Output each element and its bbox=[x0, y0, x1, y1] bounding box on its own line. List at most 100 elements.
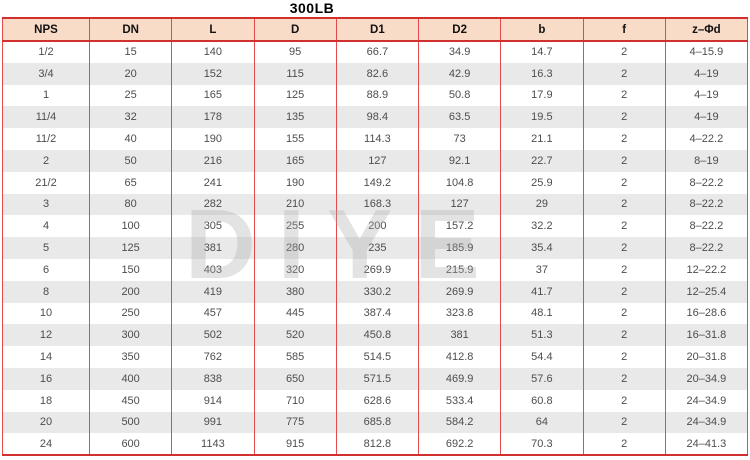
table-cell: 10 bbox=[2, 302, 90, 325]
table-cell: 127 bbox=[335, 149, 420, 172]
table-cell: 54.4 bbox=[500, 346, 584, 368]
column-header-b: b bbox=[500, 17, 584, 42]
table-cell: 178 bbox=[171, 106, 255, 129]
table-cell: 692.2 bbox=[417, 433, 502, 457]
table-cell: 2 bbox=[582, 302, 666, 325]
table-row: 4 100 305 255 200 157.2 32.2 2 8–22.2 bbox=[2, 215, 749, 238]
table-cell: 2 bbox=[582, 433, 666, 457]
table-cell: 21.1 bbox=[500, 128, 584, 150]
table-cell: 190 bbox=[253, 171, 337, 194]
column-header-zfd: z–Φd bbox=[664, 17, 749, 42]
table-cell: 51.3 bbox=[500, 324, 584, 347]
table-cell: 20 bbox=[88, 62, 173, 85]
table-cell: 628.6 bbox=[335, 389, 420, 412]
table-row: 11/4 32 178 135 98.4 63.5 19.5 2 4–19 bbox=[2, 106, 749, 129]
table-cell: 32 bbox=[88, 106, 173, 129]
table-cell: 241 bbox=[171, 171, 255, 194]
table-cell: 3/4 bbox=[2, 62, 90, 85]
table-cell: 1/2 bbox=[2, 41, 90, 63]
table-cell: 57.6 bbox=[500, 367, 584, 390]
table-cell: 584.2 bbox=[417, 411, 502, 434]
table-cell: 165 bbox=[253, 149, 337, 172]
table-cell: 1143 bbox=[171, 433, 255, 457]
table-cell: 200 bbox=[335, 215, 420, 238]
table-cell: 185.9 bbox=[417, 237, 502, 259]
table-cell: 2 bbox=[582, 128, 666, 150]
table-cell: 82.6 bbox=[335, 62, 420, 85]
table-cell: 412.8 bbox=[417, 346, 502, 368]
table-cell: 235 bbox=[335, 237, 420, 259]
table-cell: 104.8 bbox=[417, 171, 502, 194]
table-cell: 11/4 bbox=[2, 106, 90, 129]
table-cell: 17.9 bbox=[500, 84, 584, 107]
table-cell: 2 bbox=[582, 41, 666, 63]
table-cell: 210 bbox=[253, 193, 337, 216]
table-cell: 710 bbox=[253, 389, 337, 412]
table-cell: 469.9 bbox=[417, 367, 502, 390]
table-cell: 37 bbox=[500, 258, 584, 281]
table-cell: 838 bbox=[171, 367, 255, 390]
table-cell: 330.2 bbox=[335, 280, 420, 303]
table-row: 21/2 65 241 190 149.2 104.8 25.9 2 8–22.2 bbox=[2, 171, 749, 194]
table-row: 24 600 1143 915 812.8 692.2 70.3 2 24–41.3 bbox=[2, 433, 749, 457]
table-cell: 533.4 bbox=[417, 389, 502, 412]
table-cell: 914 bbox=[171, 389, 255, 412]
table-body: 1/2 15 140 95 66.7 34.9 14.7 2 4–15.9 3/4 20 152 115… bbox=[2, 41, 749, 457]
table-cell: 125 bbox=[253, 84, 337, 107]
table-cell: 2 bbox=[582, 62, 666, 85]
table-cell: 152 bbox=[171, 62, 255, 85]
table-cell: 2 bbox=[582, 84, 666, 107]
table-cell: 70.3 bbox=[500, 433, 584, 457]
table-cell: 500 bbox=[88, 411, 173, 434]
table-cell: 114.3 bbox=[335, 128, 420, 150]
table-cell: 16–31.8 bbox=[664, 324, 749, 347]
table-cell: 775 bbox=[253, 411, 337, 434]
table-cell: 48.1 bbox=[500, 302, 584, 325]
table-cell: 100 bbox=[88, 215, 173, 238]
table-cell: 165 bbox=[171, 84, 255, 107]
table-cell: 3 bbox=[2, 193, 90, 216]
table-cell: 520 bbox=[253, 324, 337, 347]
table-row: 3/4 20 152 115 82.6 42.9 16.3 2 4–19 bbox=[2, 62, 749, 85]
table-cell: 5 bbox=[2, 237, 90, 259]
table-cell: 4–19 bbox=[664, 106, 749, 129]
table-cell: 42.9 bbox=[417, 62, 502, 85]
table-cell: 762 bbox=[171, 346, 255, 368]
table-cell: 24–41.3 bbox=[664, 433, 749, 457]
table-cell: 457 bbox=[171, 302, 255, 325]
table-cell: 685.8 bbox=[335, 411, 420, 434]
table-row: 5 125 381 280 235 185.9 35.4 2 8–22.2 bbox=[2, 237, 749, 259]
table-cell: 168.3 bbox=[335, 193, 420, 216]
table-cell: 24–34.9 bbox=[664, 411, 749, 434]
table-row: 12 300 502 520 450.8 381 51.3 2 16–31.8 bbox=[2, 324, 749, 347]
table-cell: 25.9 bbox=[500, 171, 584, 194]
table-cell: 8–22.2 bbox=[664, 215, 749, 238]
table-cell: 419 bbox=[171, 280, 255, 303]
table-cell: 140 bbox=[171, 41, 255, 63]
table-cell: 29 bbox=[500, 193, 584, 216]
table-cell: 115 bbox=[253, 62, 337, 85]
table-cell: 20–31.8 bbox=[664, 346, 749, 368]
table-cell: 35.4 bbox=[500, 237, 584, 259]
header-row: NPS DN L D D1 D2 b f z–Φd bbox=[2, 17, 749, 42]
column-header-l: L bbox=[171, 17, 255, 42]
table-row: 16 400 838 650 571.5 469.9 57.6 2 20–34.9 bbox=[2, 367, 749, 390]
table-cell: 1 bbox=[2, 84, 90, 107]
table-cell: 157.2 bbox=[417, 215, 502, 238]
column-header-f: f bbox=[582, 17, 666, 42]
column-header-d: D bbox=[253, 17, 337, 42]
table-cell: 4–22.2 bbox=[664, 128, 749, 150]
table-cell: 65 bbox=[88, 171, 173, 194]
table-cell: 18 bbox=[2, 389, 90, 412]
table-cell: 50.8 bbox=[417, 84, 502, 107]
table-cell: 14 bbox=[2, 346, 90, 368]
table-cell: 269.9 bbox=[335, 258, 420, 281]
table-cell: 600 bbox=[88, 433, 173, 457]
table-cell: 20–34.9 bbox=[664, 367, 749, 390]
table-cell: 300 bbox=[88, 324, 173, 347]
table-cell: 255 bbox=[253, 215, 337, 238]
table-cell: 24 bbox=[2, 433, 90, 457]
table-cell: 98.4 bbox=[335, 106, 420, 129]
table-cell: 4–15.9 bbox=[664, 41, 749, 63]
